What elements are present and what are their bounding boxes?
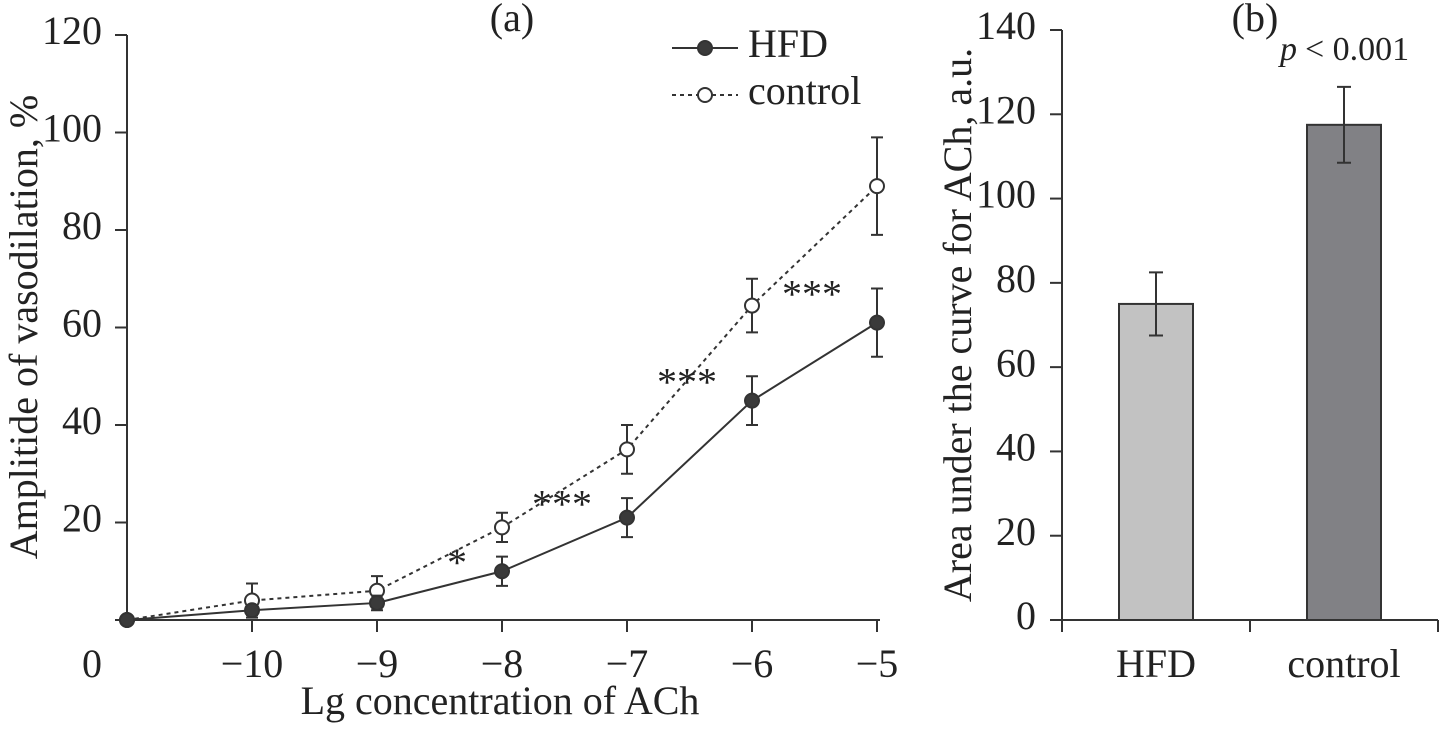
series-line [126,185,878,621]
annotation-var: p [1278,31,1297,68]
x-tick-label: −6 [731,641,774,686]
error-bar [1149,271,1163,337]
x-tick-label: −9 [356,641,399,686]
annotation: * [447,540,467,585]
y-axis-label: Amplitide of vasodilation, % [1,95,46,559]
marker [744,297,760,314]
marker [119,612,135,628]
y-tick-label: 60 [62,301,102,346]
marker [619,509,635,526]
y-tick-label: 80 [62,203,102,248]
x-tick-label: control [1287,641,1400,686]
y-tick-label: 120 [976,87,1036,132]
annotation: *** [782,272,842,317]
legend-label: control [748,68,861,113]
marker [494,563,510,580]
legend-marker [697,87,713,103]
x-tick-label: HFD [1116,641,1196,686]
y-tick-label: 0 [82,641,102,686]
legend-marker [697,40,713,56]
y-tick-label: 20 [62,496,102,541]
annotation: *** [657,359,717,404]
y-axis-label: Area under the curve for ACh, a.u. [935,48,980,602]
annotation-text: < 0.001 [1305,31,1409,68]
panel-a-title: (a) [490,0,534,40]
annotation: p < 0.001 [1278,31,1409,68]
y-tick-label: 0 [1016,593,1036,638]
y-tick-label: 40 [996,425,1036,470]
marker [619,441,635,458]
marker [869,314,885,331]
y-tick-label: 60 [996,340,1036,385]
marker [869,178,885,195]
marker [744,392,760,409]
panel-b-title: (b) [1232,0,1279,40]
marker [494,519,510,536]
y-tick-label: 20 [996,509,1036,554]
legend-label: HFD [748,21,828,66]
bar [1306,123,1382,621]
x-axis-label: Lg concentration of ACh [301,678,700,723]
y-tick-label: 80 [996,256,1036,301]
x-tick-label: −8 [481,641,524,686]
annotation: *** [532,481,592,526]
marker [244,602,260,619]
y-tick-label: 100 [42,106,102,151]
bar [1118,302,1194,621]
y-tick-label: 140 [976,3,1036,48]
x-tick-label: −10 [221,641,284,686]
x-tick-label: −7 [606,641,649,686]
y-tick-label: 100 [976,172,1036,217]
y-tick-label: 40 [62,398,102,443]
x-tick-label: −5 [856,641,899,686]
marker [369,594,385,611]
error-bar [1337,85,1351,164]
y-tick-label: 120 [42,8,102,53]
